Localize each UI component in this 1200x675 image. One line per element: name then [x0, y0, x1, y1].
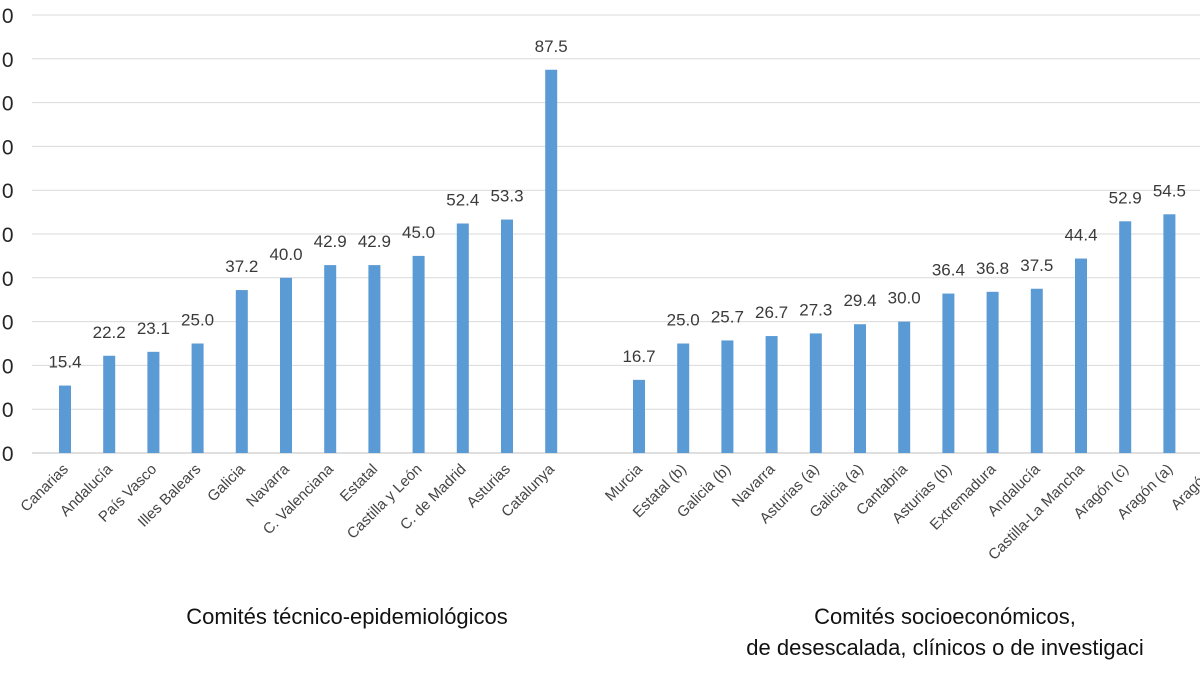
data-label: 27.3 [799, 300, 832, 319]
y-tick-label: .0 [0, 49, 14, 72]
data-label: 40.0 [269, 245, 302, 264]
bar [898, 321, 911, 453]
data-label: 42.9 [314, 232, 347, 251]
y-tick-label: .0 [0, 355, 14, 378]
bar [1163, 214, 1176, 453]
bar [942, 293, 955, 453]
data-label: 36.8 [976, 259, 1009, 278]
bar [721, 340, 734, 453]
data-label: 15.4 [48, 353, 81, 372]
y-tick-label: .0 [0, 180, 14, 203]
data-label: 16.7 [622, 347, 655, 366]
group-title: de desescalada, clínicos o de investigac… [746, 635, 1143, 660]
data-label: 23.1 [137, 319, 170, 338]
bar [280, 277, 292, 453]
y-tick-label: .0 [0, 268, 14, 291]
bar [324, 265, 337, 453]
bar [986, 291, 999, 453]
category-label: Aragón ( [1168, 461, 1200, 514]
bar [1119, 221, 1132, 453]
bar [545, 69, 558, 453]
data-label: 25.0 [181, 311, 214, 330]
bar [59, 385, 71, 453]
bars [59, 69, 1176, 453]
data-label: 42.9 [358, 232, 391, 251]
group-title: Comités técnico-epidemiológicos [186, 604, 508, 629]
bar [1075, 258, 1087, 453]
bar [191, 343, 204, 453]
y-tick-label: .0 [0, 5, 14, 28]
data-label: 52.9 [1109, 188, 1142, 207]
bar [765, 336, 778, 453]
y-tick-label: .0 [0, 443, 14, 466]
group-title: Comités socioeconómicos, [814, 604, 1076, 629]
data-label: 37.5 [1020, 256, 1053, 275]
bar [633, 379, 645, 453]
data-labels: 15.4 22.2 23.1 25.0 37.2 40.0 42.9 42.9 45.0 52.4… [48, 37, 1186, 372]
bar [809, 333, 822, 453]
gridlines [32, 14, 1200, 454]
data-label: 29.4 [843, 291, 876, 310]
bar [1030, 288, 1043, 453]
data-label: 30.0 [888, 289, 921, 308]
bar [677, 343, 690, 453]
data-label: 25.0 [667, 311, 700, 330]
group-titles: Comités técnico-epidemiológicos Comités s… [186, 604, 1144, 660]
data-label: 25.7 [711, 307, 744, 326]
bar [103, 355, 116, 453]
y-tick-label: .0 [0, 93, 14, 116]
y-tick-label: .0 [0, 136, 14, 159]
data-label: 36.4 [932, 261, 965, 280]
bar [501, 219, 513, 453]
data-label: 37.2 [225, 257, 258, 276]
data-label: 87.5 [535, 37, 568, 56]
data-label: 26.7 [755, 303, 788, 322]
bar [235, 290, 248, 453]
bar [412, 255, 425, 453]
data-label: 52.4 [446, 190, 479, 209]
bar [854, 324, 866, 453]
bar [456, 223, 469, 453]
data-label: 54.5 [1153, 181, 1186, 200]
y-axis: .0 .0 .0 .0 .0 .0 .0 .0 .0 .0 .0 [0, 5, 14, 466]
data-label: 53.3 [490, 187, 523, 206]
y-tick-label: .0 [0, 312, 14, 335]
data-label: 22.2 [93, 323, 126, 342]
data-label: 45.0 [402, 223, 435, 242]
bar [147, 351, 160, 453]
y-tick-label: .0 [0, 224, 14, 247]
bar [368, 265, 381, 453]
data-label: 44.4 [1064, 226, 1097, 245]
y-tick-label: .0 [0, 399, 14, 422]
